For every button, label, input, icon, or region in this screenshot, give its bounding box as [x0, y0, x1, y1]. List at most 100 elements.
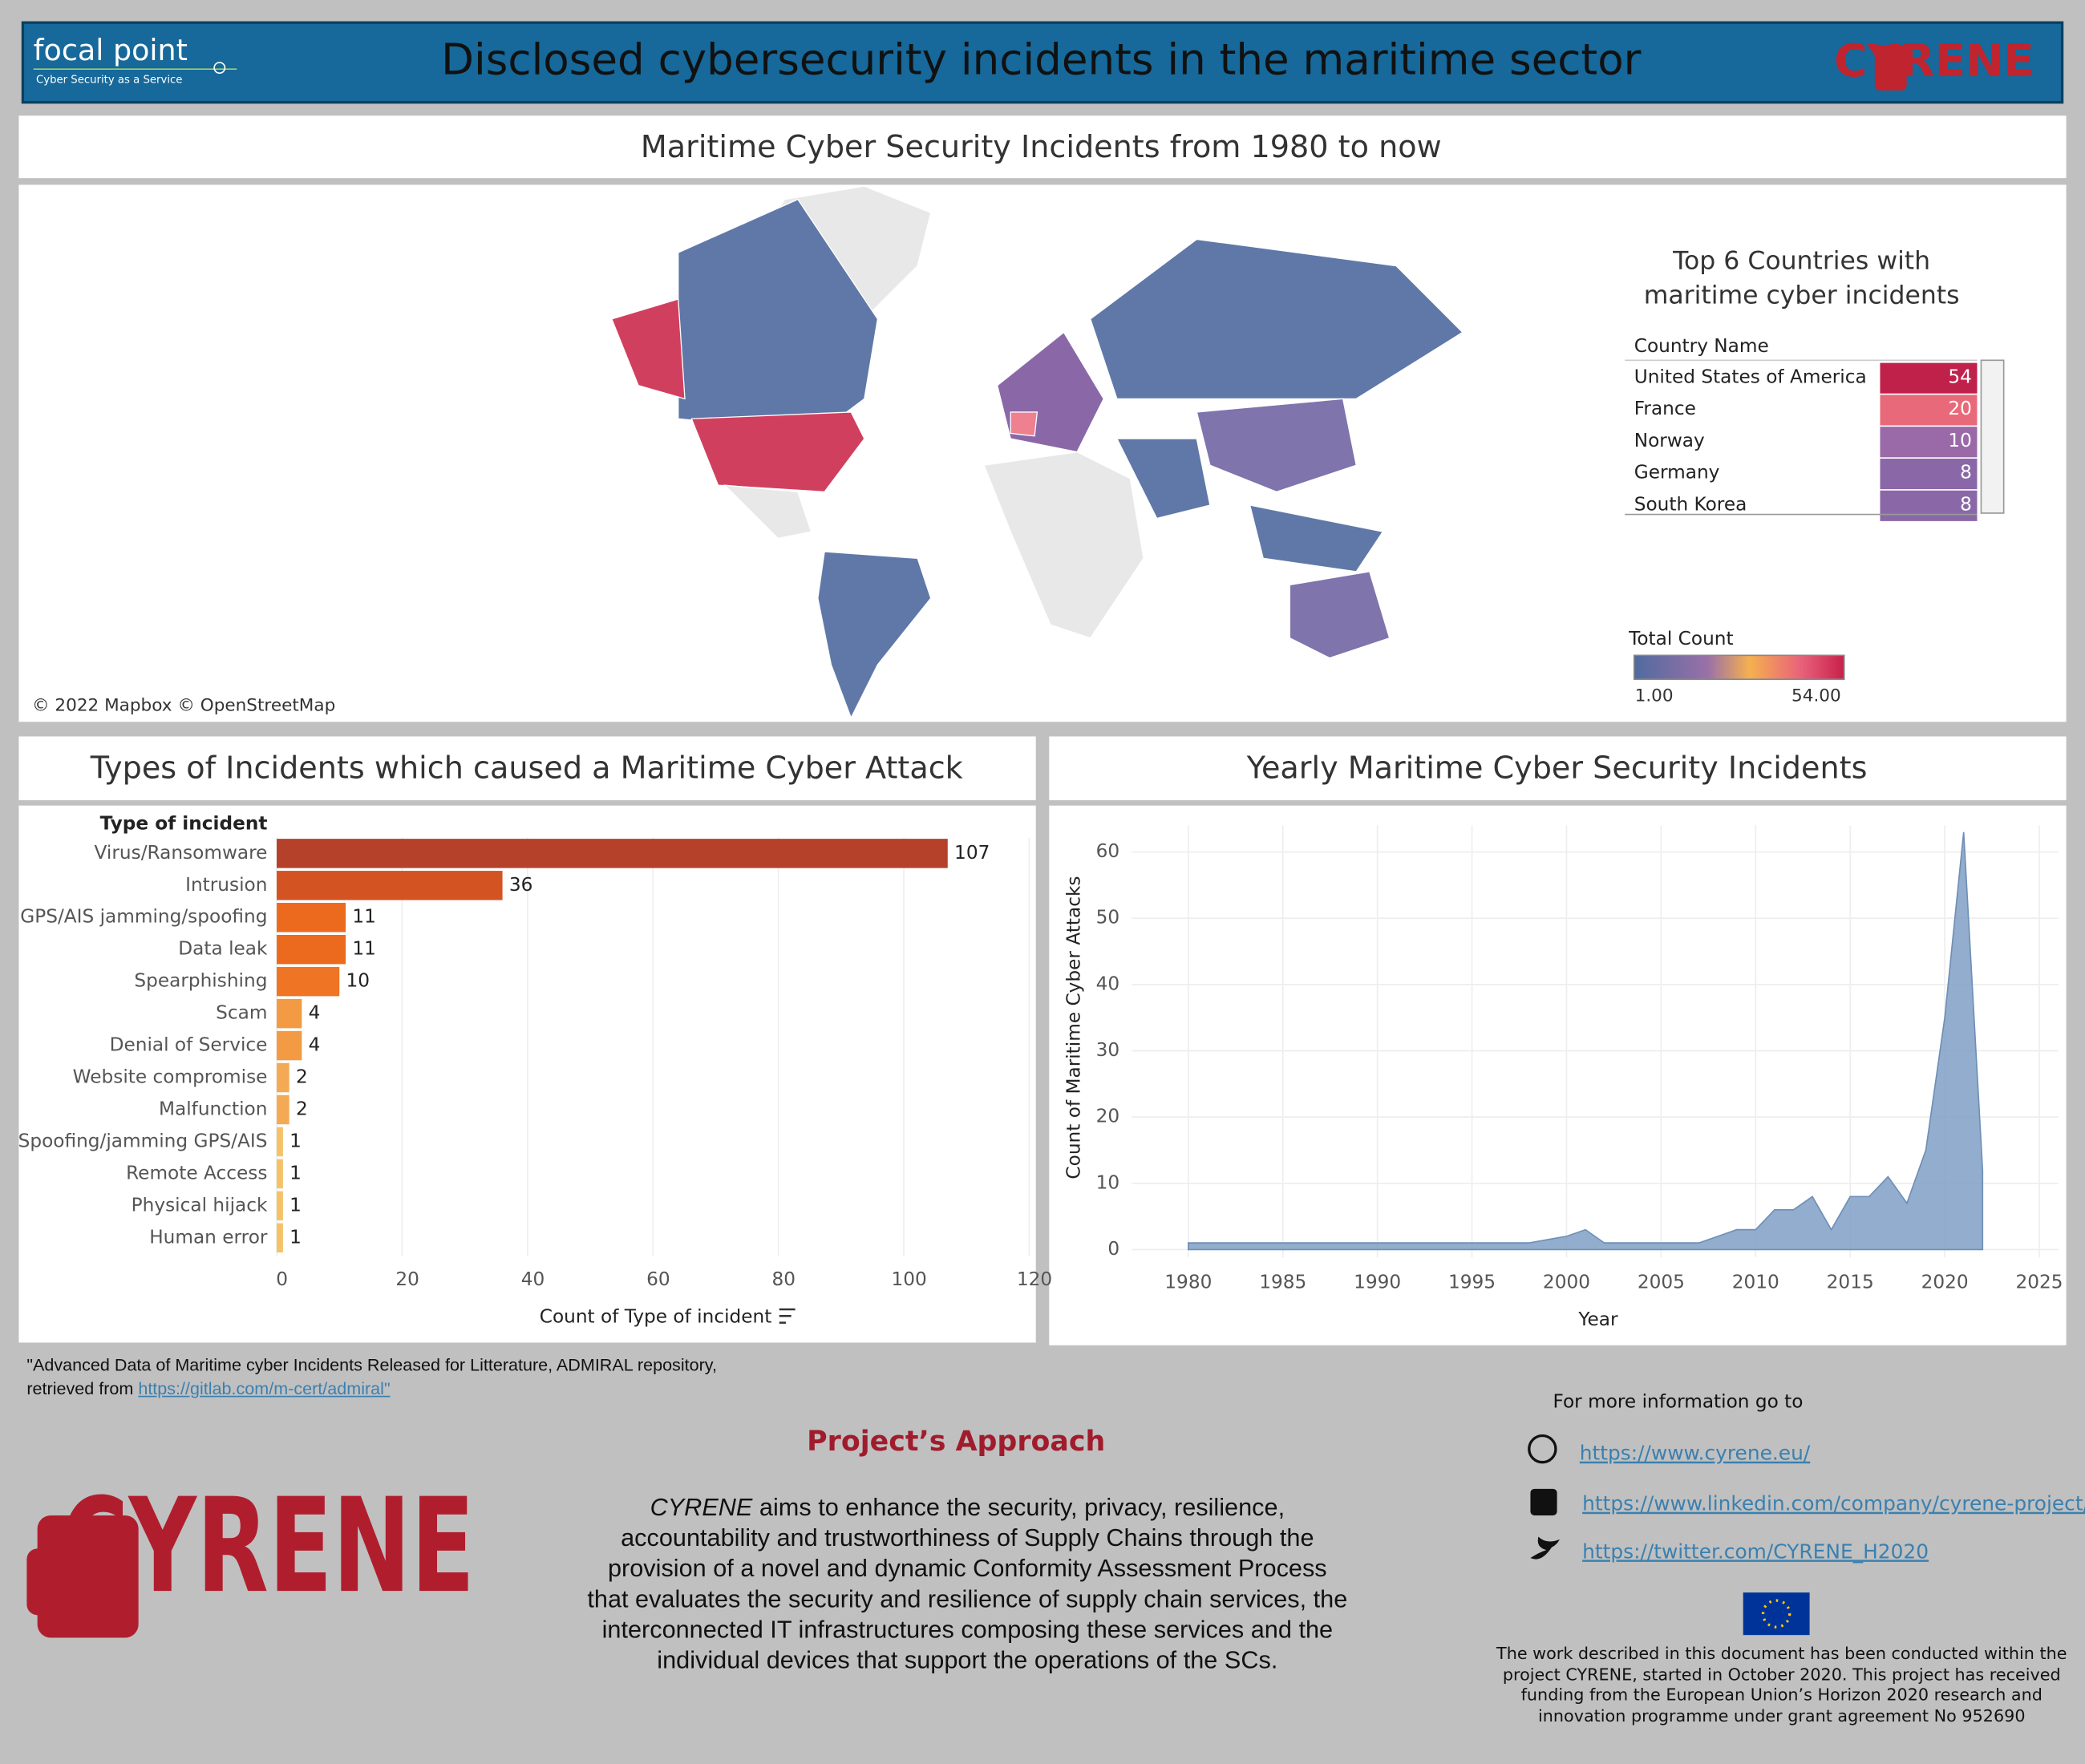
map-region — [1289, 571, 1391, 659]
y-tick-label: Remote Access — [126, 1162, 267, 1183]
data-label: 1 — [289, 1130, 302, 1151]
y-tick-label: Malfunction — [159, 1098, 267, 1119]
x-tick-label: 2005 — [1638, 1271, 1685, 1293]
legend-label: 54.00 — [1791, 686, 1841, 706]
source-note: "Advanced Data of Maritime cyber Inciden… — [26, 1353, 718, 1402]
brand-icon — [1874, 45, 1907, 91]
panel — [1049, 805, 2067, 1345]
x-tick-label: 2020 — [1921, 1271, 1969, 1293]
table-country: United States of America — [1634, 366, 1867, 387]
y-tick-label: 20 — [1096, 1106, 1120, 1127]
header-title: Disclosed cybersecurity incidents in the… — [441, 35, 1641, 85]
table-cell — [1880, 458, 1978, 490]
bar — [277, 1191, 283, 1221]
approach-emphasis: CYRENE — [650, 1492, 753, 1521]
y-axis-header: Type of incident — [100, 812, 268, 834]
funding-box: The work described in this document has … — [1496, 1643, 2067, 1726]
x-tick-label: 80 — [772, 1268, 796, 1290]
x-tick-label: 1980 — [1164, 1271, 1212, 1293]
chart-title: Types of Incidents which caused a Mariti… — [90, 750, 963, 785]
y-tick-label: 40 — [1096, 973, 1120, 994]
x-axis-title: Year — [1577, 1309, 1618, 1330]
y-axis-title: Count of Maritime Cyber Attacks — [1063, 876, 1084, 1179]
x-axis-title: Count of Type of incident — [540, 1305, 772, 1327]
y-tick-label: Spoofing/jamming GPS/AIS — [18, 1130, 268, 1151]
y-tick-label: Human error — [149, 1226, 268, 1248]
contact-heading: For more information go to — [1553, 1391, 1803, 1413]
data-label: 107 — [954, 842, 990, 864]
y-tick-label: Spearphishing — [134, 970, 267, 992]
x-tick-label: 1985 — [1259, 1271, 1306, 1293]
data-label: 4 — [309, 1034, 321, 1056]
bar — [277, 903, 346, 933]
bar — [277, 966, 340, 997]
bar — [277, 1030, 302, 1061]
table-value: 10 — [1948, 430, 1972, 451]
source-link[interactable]: https://gitlab.com/m-cert/admiral" — [138, 1378, 391, 1399]
panel — [18, 115, 2067, 179]
table-country: Norway — [1634, 430, 1705, 451]
x-tick-label: 120 — [1017, 1268, 1052, 1290]
table-value: 20 — [1948, 398, 1972, 419]
panel — [1049, 736, 2067, 801]
map-region — [690, 411, 865, 493]
chart-title: Maritime Cyber Security Incidents from 1… — [641, 129, 1442, 164]
data-label: 1 — [289, 1162, 302, 1183]
data-label: 4 — [309, 1002, 321, 1024]
scrollbar[interactable] — [1980, 359, 2005, 514]
contact-link[interactable]: https://twitter.com/CYRENE_H2020 — [1582, 1539, 1929, 1563]
y-tick-label: 0 — [1107, 1238, 1119, 1260]
bar — [277, 1127, 283, 1157]
map-region — [1196, 398, 1358, 493]
eu-stars — [1761, 1599, 1791, 1628]
data-label: 11 — [352, 906, 376, 928]
bar — [277, 871, 503, 900]
chart-title: Yearly Maritime Cyber Security Incidents — [1246, 750, 1868, 785]
logo-dot — [213, 62, 226, 75]
data-label: 1 — [289, 1226, 302, 1248]
x-tick-label: 2015 — [1827, 1271, 1874, 1293]
legend-gradient — [1633, 654, 1845, 681]
data-label: 10 — [346, 970, 370, 992]
map-region — [1249, 504, 1384, 572]
approach-body: aims to enhance the security, privacy, r… — [587, 1492, 1348, 1674]
area — [1187, 831, 1984, 1251]
table-country: South Korea — [1634, 493, 1747, 515]
header-band — [21, 21, 2064, 104]
x-tick-label: 20 — [395, 1268, 419, 1290]
contact-link[interactable]: https://www.linkedin.com/company/cyrene-… — [1582, 1492, 2085, 1515]
y-tick-label: Data leak — [178, 938, 268, 960]
map-region — [1010, 411, 1038, 437]
world-map — [610, 185, 1464, 719]
bar — [277, 1062, 289, 1093]
table-cell — [1880, 490, 1978, 521]
x-tick-label: 2000 — [1543, 1271, 1590, 1293]
y-tick-label: Scam — [216, 1002, 267, 1024]
bar — [277, 998, 302, 1029]
table-title: Top 6 Countries with — [1672, 247, 1930, 276]
bar — [277, 1159, 283, 1189]
data-label: 36 — [509, 874, 533, 896]
table-country: Germany — [1634, 462, 1720, 483]
approach-title: Project’s Approach — [807, 1426, 1105, 1458]
map-region — [983, 451, 1144, 639]
x-tick-label: 40 — [521, 1268, 545, 1290]
data-label: 1 — [289, 1194, 302, 1216]
table-value: 8 — [1960, 493, 1972, 515]
y-tick-label: 30 — [1096, 1039, 1120, 1061]
web-icon — [1528, 1434, 1557, 1464]
legend-label: 1.00 — [1635, 686, 1674, 706]
legend-title: Total Count — [1628, 628, 1733, 649]
y-tick-label: 50 — [1096, 907, 1120, 929]
source-box: "Advanced Data of Maritime cyber Inciden… — [26, 1353, 718, 1402]
map-region — [1089, 238, 1464, 400]
contact-link[interactable]: https://www.cyrene.eu/ — [1580, 1442, 1811, 1465]
bar — [277, 1223, 283, 1253]
table-header: Country Name — [1634, 335, 1769, 357]
bar — [277, 1094, 289, 1125]
logo-subtitle: Cyber Security as a Service — [36, 74, 182, 86]
table-cell — [1880, 362, 1978, 394]
funding-text: The work described in this document has … — [1496, 1643, 2067, 1726]
x-tick-label: 1990 — [1354, 1271, 1401, 1293]
